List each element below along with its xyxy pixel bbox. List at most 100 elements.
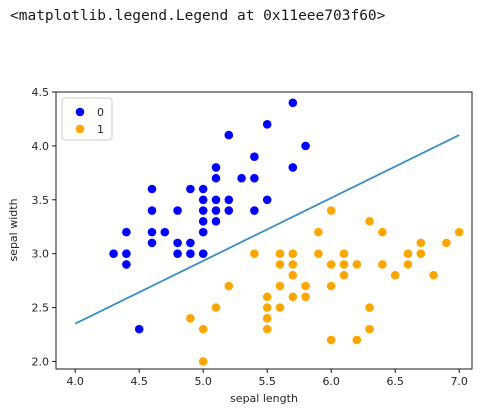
series-0-point	[250, 152, 259, 161]
y-tick-label: 2.5	[32, 302, 50, 315]
series-1-point	[403, 249, 413, 258]
y-axis-label: sepal width	[7, 198, 20, 261]
x-tick-label: 4.0	[66, 375, 84, 388]
series-1-point	[275, 260, 285, 269]
series-1-point	[339, 249, 349, 258]
y-tick-label: 4.5	[32, 86, 50, 99]
series-0-point	[250, 173, 259, 183]
series-0-point	[147, 238, 157, 248]
series-1-point	[416, 238, 426, 248]
legend: 01	[61, 97, 113, 141]
series-0-point	[198, 227, 208, 237]
series-1-point	[262, 303, 272, 312]
series-1-point	[326, 260, 336, 269]
x-tick-label: 5.0	[194, 375, 212, 388]
legend-label-1: 1	[97, 123, 104, 136]
x-tick-label: 6.5	[386, 375, 404, 388]
series-1-point	[314, 227, 323, 237]
x-tick-label: 7.0	[450, 375, 468, 388]
series-1-point	[390, 270, 400, 280]
series-1-point	[378, 260, 387, 269]
series-0-point	[173, 206, 182, 215]
series-1-point	[352, 260, 362, 269]
series-1-point	[378, 227, 387, 237]
series-1-point	[326, 206, 336, 215]
series-1-point	[454, 227, 464, 237]
series-1-point	[429, 270, 438, 280]
series-0-point	[224, 195, 234, 205]
series-1-point	[352, 335, 362, 345]
series-0-point	[109, 249, 118, 258]
series-0-point	[198, 206, 208, 215]
series-1-point	[365, 303, 374, 312]
series-1-point	[186, 314, 195, 323]
series-0-point	[301, 141, 310, 151]
series-0-point	[224, 130, 234, 140]
legend-box	[61, 97, 113, 141]
series-0-point	[122, 249, 131, 258]
series-0-point	[147, 206, 157, 215]
series-0-point	[262, 195, 272, 205]
y-tick-label: 3.0	[32, 248, 50, 261]
series-1-point	[416, 249, 426, 258]
x-tick-label: 4.5	[130, 375, 148, 388]
series-0-point	[173, 238, 182, 248]
legend-marker-1	[75, 124, 85, 134]
series-1-point	[198, 324, 208, 334]
series-1-point	[275, 249, 285, 258]
series-1-point	[262, 324, 272, 334]
series-1-point	[288, 260, 298, 269]
series-1-point	[301, 292, 310, 302]
series-0-point	[198, 195, 208, 205]
x-tick-label: 6.0	[322, 375, 340, 388]
series-1-point	[262, 292, 272, 302]
series-0-point	[198, 184, 208, 194]
series-1-point	[224, 281, 234, 291]
x-tick-label: 5.5	[258, 375, 276, 388]
series-0-point	[134, 324, 144, 334]
legend-marker-0	[75, 107, 85, 117]
series-1-point	[442, 238, 451, 248]
series-1-point	[326, 281, 336, 291]
series-0-point	[211, 217, 221, 226]
series-1-point	[198, 357, 208, 366]
legend-label-0: 0	[97, 106, 104, 119]
y-tick-label: 3.5	[32, 194, 50, 207]
series-1-point	[314, 249, 323, 258]
series-0-point	[198, 217, 208, 226]
series-0-point	[147, 184, 157, 194]
series-1-point	[339, 270, 349, 280]
series-1-point	[326, 335, 336, 345]
y-tick-label: 4.0	[32, 140, 50, 153]
x-axis-label: sepal length	[230, 392, 298, 405]
series-1-point	[262, 314, 272, 323]
series-1-point	[339, 260, 349, 269]
series-1-point	[250, 249, 259, 258]
y-tick-label: 2.0	[32, 355, 50, 368]
series-1-point	[301, 281, 310, 291]
series-0-point	[224, 206, 234, 215]
series-0-point	[211, 206, 221, 215]
cell-output-text: <matplotlib.legend.Legend at 0x11eee703f…	[10, 8, 386, 24]
series-0-point	[237, 173, 246, 183]
series-0-point	[173, 249, 182, 258]
series-0-point	[122, 260, 131, 269]
series-1-point	[365, 324, 374, 334]
series-1-point	[365, 217, 374, 226]
series-1-point	[288, 249, 298, 258]
series-0-point	[147, 227, 157, 237]
series-1-point	[275, 303, 285, 312]
series-1-point	[288, 292, 298, 302]
series-1-point	[211, 303, 221, 312]
series-1-point	[275, 281, 285, 291]
decision-boundary-line	[74, 134, 460, 325]
series-0-point	[250, 206, 259, 215]
series-1-point	[403, 260, 413, 269]
series-0-point	[288, 163, 298, 172]
series-0-point	[160, 227, 170, 237]
series-0-point	[211, 195, 221, 205]
series-0-point	[186, 184, 195, 194]
series-0-point	[186, 249, 195, 258]
series-0-point	[198, 249, 208, 258]
